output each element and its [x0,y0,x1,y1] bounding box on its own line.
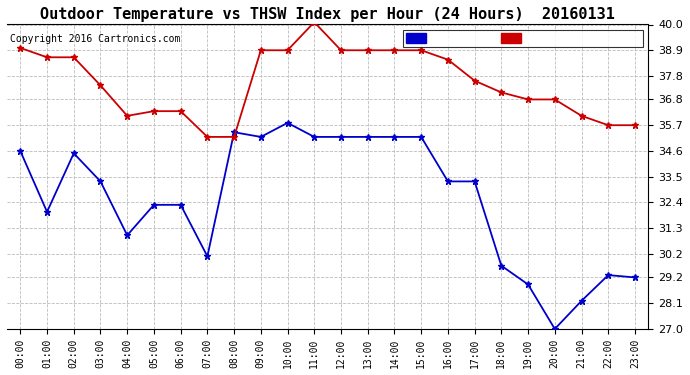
Legend: THSW  (°F), Temperature  (°F): THSW (°F), Temperature (°F) [403,30,643,47]
Title: Outdoor Temperature vs THSW Index per Hour (24 Hours)  20160131: Outdoor Temperature vs THSW Index per Ho… [40,7,615,22]
Text: Copyright 2016 Cartronics.com: Copyright 2016 Cartronics.com [10,34,181,44]
